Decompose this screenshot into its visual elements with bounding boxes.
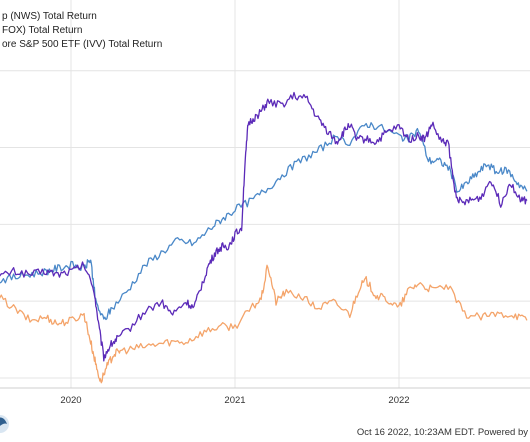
legend-entry-nws: p (NWS) Total Return — [2, 11, 97, 22]
legend-entry-fox: FOX) Total Return — [2, 25, 82, 36]
series-line-0 — [0, 91, 528, 362]
x-axis: 2020 2021 2022 — [60, 395, 409, 406]
series-line-1 — [0, 264, 528, 384]
series-line-2 — [0, 122, 528, 321]
legend-entry-ivv: ore S&P 500 ETF (IVV) Total Return — [2, 39, 162, 50]
x-tick-label: 2021 — [224, 395, 245, 406]
series-layer — [0, 91, 528, 384]
x-tick-label: 2020 — [60, 395, 81, 406]
x-tick-label: 2022 — [388, 395, 409, 406]
ycharts-logo-icon — [0, 415, 9, 433]
grid — [0, 0, 530, 389]
footer-timestamp: Oct 16 2022, 10:23AM EDT. Powered by — [357, 427, 528, 438]
legend: p (NWS) Total Return FOX) Total Return o… — [2, 11, 162, 50]
